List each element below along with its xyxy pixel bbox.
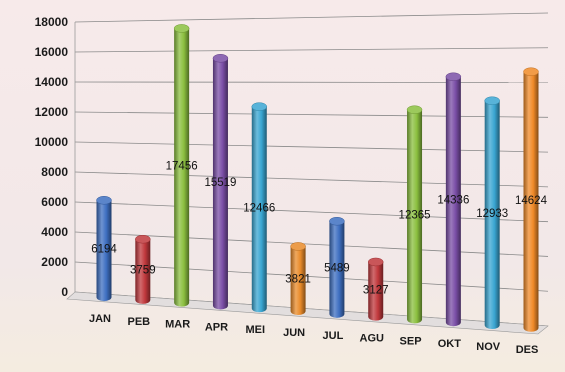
bar-body [212, 58, 228, 310]
bar-top [290, 242, 306, 251]
x-tick-label: JUL [323, 330, 344, 342]
y-tick-label: 18000 [35, 15, 69, 29]
gridlines [74, 12, 549, 327]
bar-top [406, 105, 423, 114]
bar-top [251, 102, 268, 111]
gridline [74, 111, 549, 118]
bar-body [174, 28, 190, 307]
x-tick-label: APR [205, 321, 228, 333]
bar-jun [290, 242, 306, 316]
data-label: 3759 [130, 265, 156, 277]
bar-des [523, 67, 539, 332]
y-tick-label: 10000 [35, 135, 69, 149]
bar-jul [329, 216, 345, 318]
bar-top [329, 216, 345, 226]
bar-top [96, 196, 112, 205]
x-tick-label: MEI [245, 324, 265, 336]
y-tick-label: 0 [61, 285, 68, 299]
x-tick-label: PEB [128, 316, 151, 328]
x-tick-label: JUN [283, 327, 305, 339]
bar-body [368, 261, 384, 321]
data-label: 12933 [476, 208, 508, 220]
y-tick-label: 4000 [41, 225, 68, 239]
y-tick-label: 12000 [35, 105, 69, 119]
bar-top [484, 96, 500, 105]
data-label: 3821 [285, 274, 311, 286]
data-label: 17456 [166, 161, 198, 173]
data-label: 3127 [363, 284, 389, 296]
data-label: 14624 [515, 195, 548, 207]
bar-body [251, 106, 267, 313]
bar-body [329, 221, 345, 318]
bars [96, 24, 539, 332]
gridline [74, 12, 549, 23]
data-label: 5489 [324, 263, 350, 275]
gridline [74, 171, 549, 188]
gridline [74, 201, 549, 223]
bar-body [407, 109, 423, 324]
y-tick-label: 14000 [35, 75, 69, 89]
bar-body [290, 246, 306, 316]
bar-mar [173, 24, 190, 307]
x-tick-label: JAN [89, 313, 111, 325]
y-axis: 0 2000 4000 6000 8000 10000 12000 14000 16000 180… [35, 15, 76, 299]
bar-apr [212, 54, 229, 310]
bar-mei [251, 102, 268, 313]
x-tick-label: AGU [360, 333, 385, 345]
bar-okt [445, 72, 462, 327]
bar-top [173, 24, 190, 33]
data-label: 12365 [399, 210, 431, 222]
bar-jan [96, 196, 112, 302]
bar-body [484, 100, 500, 329]
bar-sep [406, 105, 423, 324]
x-axis: JAN PEB MAR APR MEI JUN JUL AGU SEP OKT NOV DES [89, 313, 538, 356]
gridline [74, 81, 549, 83]
x-tick-label: NOV [476, 341, 501, 353]
gridline [74, 231, 549, 257]
y-tick-label: 2000 [41, 255, 68, 269]
bar-top [523, 67, 539, 76]
data-label: 14336 [437, 194, 469, 206]
bar-peb [135, 234, 151, 304]
gridline [74, 261, 549, 292]
data-label: 6194 [91, 244, 117, 256]
y-tick-label: 6000 [41, 195, 68, 209]
bar-top [212, 54, 229, 63]
x-tick-label: OKT [438, 338, 462, 350]
y-tick-label: 8000 [41, 165, 68, 179]
data-label: 12466 [243, 202, 275, 214]
y-tick-label: 16000 [35, 45, 69, 59]
bar-nov [484, 96, 500, 329]
x-tick-label: MAR [165, 319, 190, 331]
gridline [74, 47, 549, 53]
data-labels: 6194 3759 17456 15519 12466 3821 5489 3127 12365… [91, 161, 547, 297]
bar-top [135, 234, 151, 244]
bar-top [367, 257, 384, 267]
data-label: 15519 [204, 177, 236, 189]
x-tick-label: SEP [400, 335, 422, 347]
bar-agu [367, 257, 384, 321]
bar-body [96, 200, 112, 302]
x-tick-label: DES [516, 344, 539, 356]
bar-body [523, 71, 539, 332]
bar-body [445, 76, 461, 327]
bar-body [135, 239, 151, 304]
gridline [74, 141, 549, 153]
bar-top [445, 72, 462, 82]
